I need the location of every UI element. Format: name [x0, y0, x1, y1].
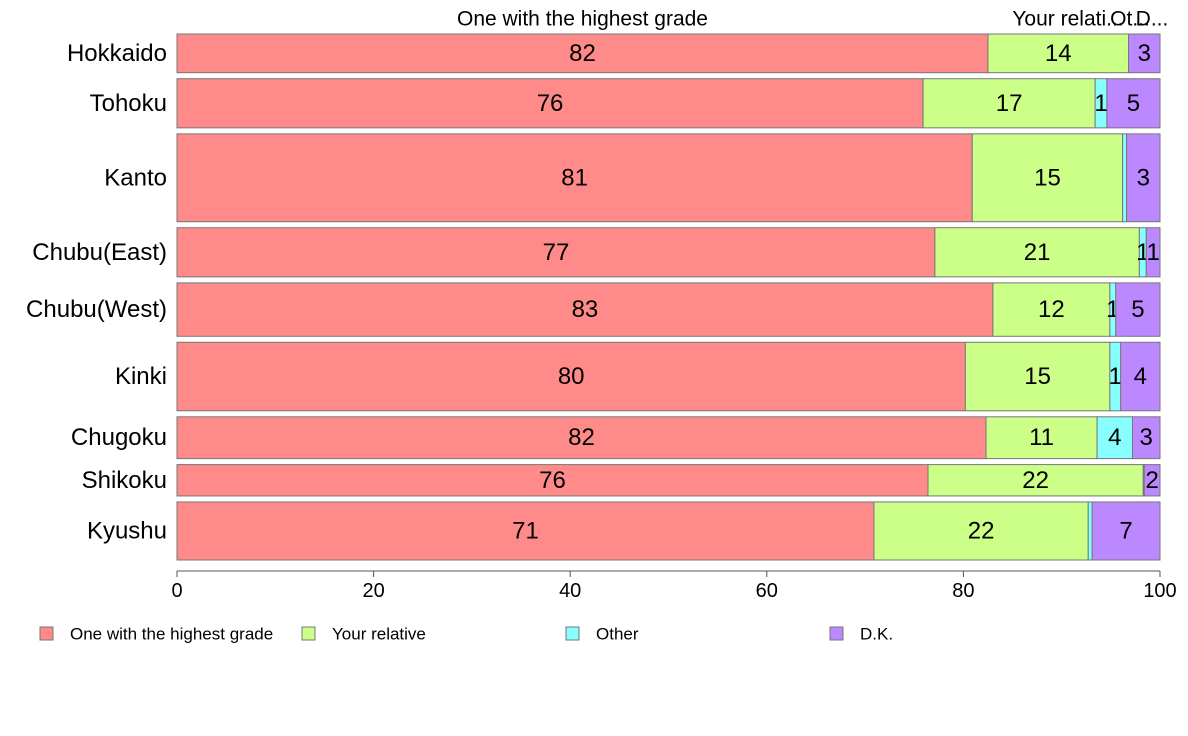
bar-chubu-west-your-relative [992, 282, 1111, 337]
legend-swatch-your-relative [301, 626, 316, 641]
legend-swatch-other [565, 626, 580, 641]
data-label-chubu-east-d-k: 1 [1146, 239, 1159, 266]
data-label-kinki-your-relative: 15 [1024, 363, 1051, 390]
bar-kyushu-other [1087, 501, 1093, 561]
bar-kyushu-d-k [1091, 501, 1161, 561]
bar-shikoku-d-k [1143, 464, 1161, 497]
legend-swatch-one-with-the-highest-grade [39, 626, 54, 641]
x-tick-label-20: 20 [362, 580, 384, 602]
data-label-chubu-east-your-relative: 21 [1024, 239, 1051, 266]
data-label-chugoku-other: 4 [1108, 424, 1121, 451]
data-label-chugoku-d-k: 3 [1140, 424, 1153, 451]
data-label-chubu-west-one-with-the-highest-grade: 83 [572, 296, 599, 323]
data-label-kanto-one-with-the-highest-grade: 81 [561, 164, 588, 191]
x-tick-label-60: 60 [756, 580, 778, 602]
bar-tohoku-d-k [1106, 78, 1161, 129]
bar-chugoku-d-k [1131, 416, 1161, 460]
region-label-hokkaido: Hokkaido [67, 40, 167, 67]
data-label-tohoku-d-k: 5 [1127, 90, 1140, 117]
bar-chubu-east-your-relative [934, 227, 1140, 278]
bar-kinki-one-with-the-highest-grade [176, 341, 966, 412]
data-label-kinki-one-with-the-highest-grade: 80 [558, 363, 585, 390]
bar-kinki-d-k [1120, 341, 1161, 412]
data-label-tohoku-other: 1 [1094, 90, 1107, 117]
legend-swatch-d-k [829, 626, 844, 641]
data-label-hokkaido-d-k: 3 [1138, 40, 1151, 67]
bar-hokkaido-your-relative [987, 33, 1130, 74]
legend-label-other: Other [596, 625, 639, 644]
x-tick-label-80: 80 [952, 580, 974, 602]
bar-kyushu-one-with-the-highest-grade [176, 501, 875, 561]
data-label-kyushu-one-with-the-highest-grade: 71 [512, 517, 539, 544]
region-label-chugoku: Chugoku [71, 424, 167, 451]
bar-kanto-other [1122, 133, 1128, 223]
column-header-3: Ot... [1110, 8, 1150, 31]
data-label-shikoku-one-with-the-highest-grade: 76 [539, 467, 566, 494]
legend-label-d-k: D.K. [860, 625, 893, 644]
legend: One with the highest grade Your relative O… [39, 625, 893, 644]
bar-hokkaido-d-k [1128, 33, 1161, 74]
data-label-tohoku-one-with-the-highest-grade: 76 [537, 90, 564, 117]
x-axis: 0 20 40 60 80 100 [171, 570, 1177, 602]
data-label-chubu-east-one-with-the-highest-grade: 77 [543, 239, 570, 266]
bar-kanto-d-k [1126, 133, 1161, 223]
region-label-tohoku: Tohoku [90, 90, 167, 117]
column-header-4: D... [1136, 8, 1169, 31]
legend-label-your-relative: Your relative [332, 625, 426, 644]
bar-chugoku-your-relative [985, 416, 1098, 460]
column-header-2: Your relati... [1012, 8, 1123, 31]
bar-chubu-east-one-with-the-highest-grade [176, 227, 936, 278]
data-label-chugoku-your-relative: 11 [1029, 424, 1054, 451]
bar-shikoku-one-with-the-highest-grade [176, 464, 929, 497]
legend-label-one-with-the-highest-grade: One with the highest grade [70, 625, 273, 644]
data-label-kinki-d-k: 4 [1134, 363, 1147, 390]
bar-chubu-east-d-k [1145, 227, 1161, 278]
region-label-shikoku: Shikoku [82, 467, 167, 494]
bar-kanto-your-relative [971, 133, 1124, 223]
data-label-chubu-west-d-k: 5 [1131, 296, 1144, 323]
data-label-shikoku-d-k: 2 [1145, 467, 1158, 494]
x-tick-label-100: 100 [1143, 580, 1176, 602]
data-label-hokkaido-your-relative: 14 [1045, 40, 1072, 67]
data-label-shikoku-your-relative: 22 [1022, 467, 1049, 494]
region-label-kyushu: Kyushu [87, 517, 167, 544]
column-header-1: One with the highest grade [457, 8, 708, 31]
x-tick-label-0: 0 [171, 580, 182, 602]
bar-kinki-your-relative [964, 341, 1111, 412]
column-headers: One with the highest grade Your relati...… [457, 8, 1168, 31]
data-label-kyushu-d-k: 7 [1119, 517, 1132, 544]
region-label-chubu-west: Chubu(West) [26, 296, 167, 323]
bar-chubu-west-d-k [1115, 282, 1161, 337]
region-label-chubu-east: Chubu(East) [32, 239, 167, 266]
data-label-kanto-d-k: 3 [1137, 164, 1150, 191]
data-label-kanto-your-relative: 15 [1034, 164, 1061, 191]
data-label-tohoku-your-relative: 17 [996, 90, 1023, 117]
data-label-chugoku-one-with-the-highest-grade: 82 [568, 424, 595, 451]
data-label-chubu-west-your-relative: 12 [1038, 296, 1065, 323]
data-label-kyushu-your-relative: 22 [968, 517, 995, 544]
region-label-kanto: Kanto [104, 164, 167, 191]
region-label-kinki: Kinki [115, 363, 167, 390]
x-tick-label-40: 40 [559, 580, 581, 602]
bar-chubu-west-one-with-the-highest-grade [176, 282, 994, 337]
bar-tohoku-your-relative [922, 78, 1096, 129]
data-label-hokkaido-one-with-the-highest-grade: 82 [569, 40, 596, 67]
bar-kanto-one-with-the-highest-grade [176, 133, 973, 223]
region-labels: Hokkaido Tohoku Kanto Chubu(East) Chubu(West… [26, 40, 167, 545]
data-label-kinki-other: 1 [1109, 363, 1122, 390]
